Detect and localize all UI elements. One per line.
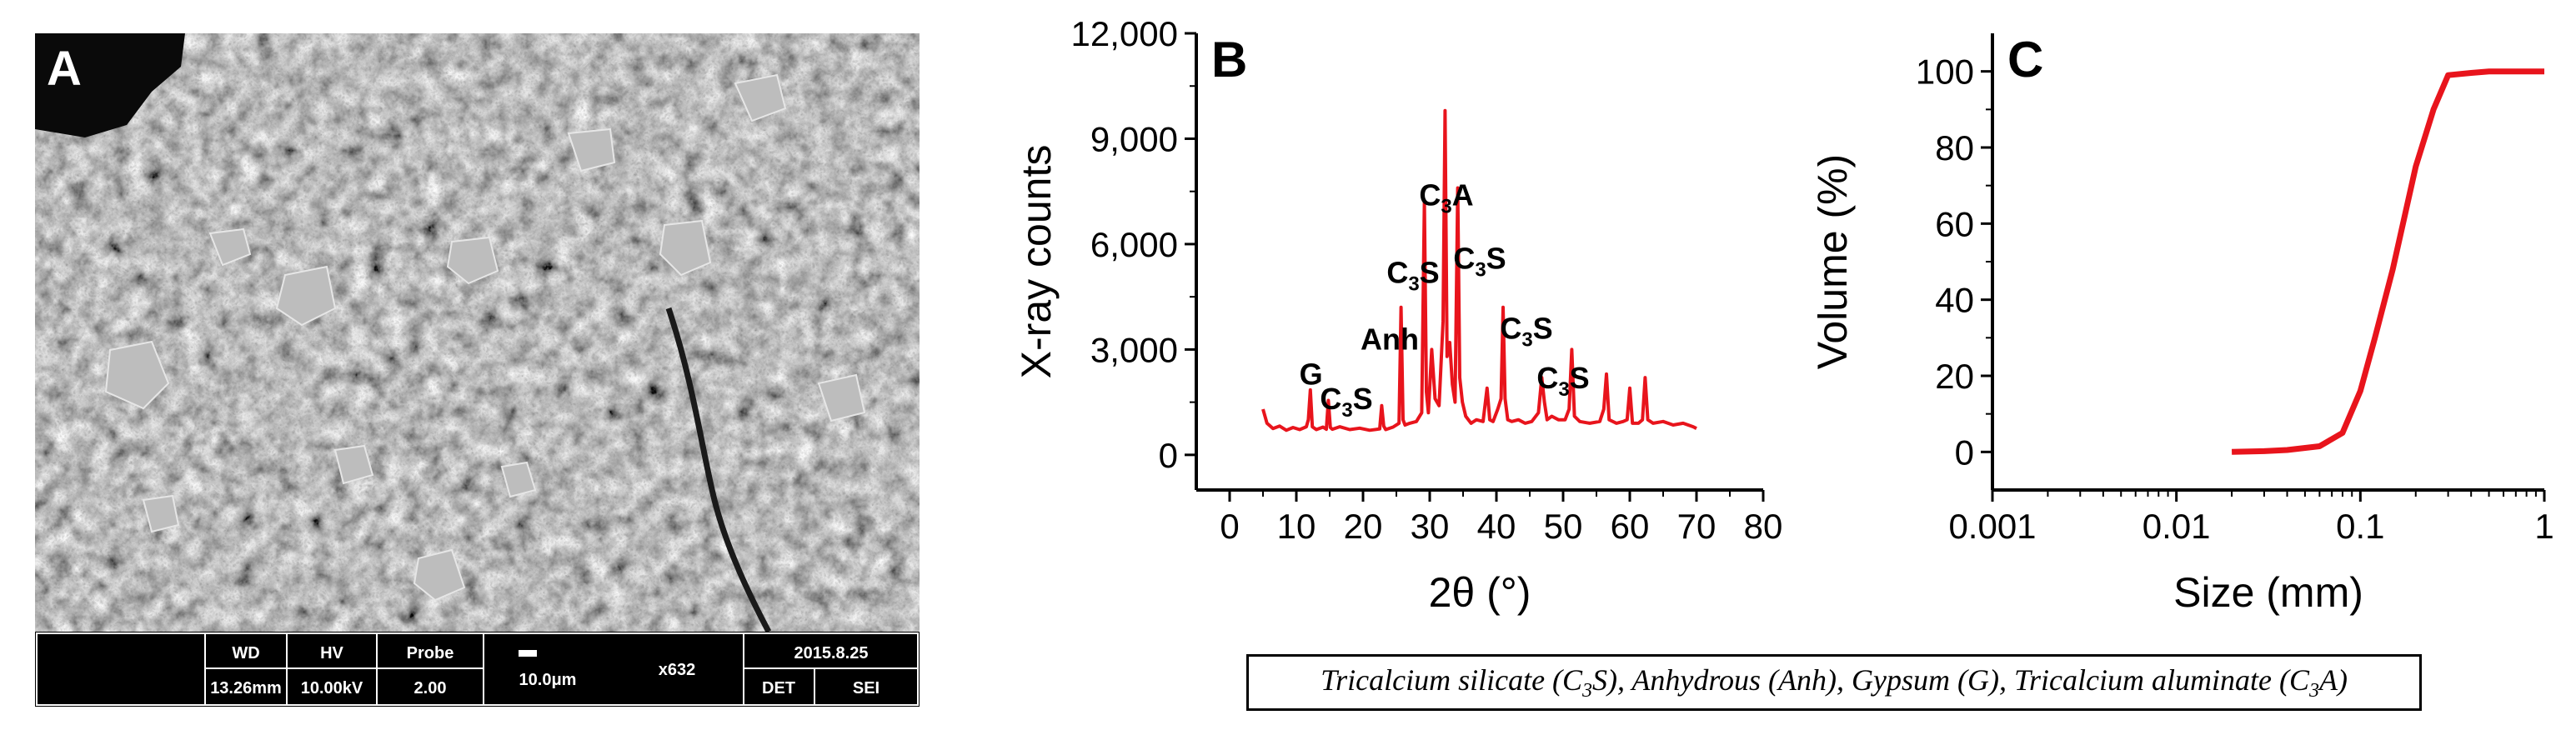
caption-part-1: Tricalcium silicate (C xyxy=(1321,662,1583,697)
peak-label-tail: S xyxy=(1533,312,1553,346)
peak-label-main: C xyxy=(1536,361,1558,395)
x-tick-label: 0.1 xyxy=(2336,507,2384,546)
sem-dark-region xyxy=(35,33,185,138)
peak-label-sub: 3 xyxy=(1558,378,1569,401)
peak-label: Anh xyxy=(1361,322,1419,356)
x-tick-label: 50 xyxy=(1544,507,1583,546)
caption-part-2: S), Anhydrous (Anh), Gypsum (G), Tricalc… xyxy=(1592,662,2309,697)
x-tick-label: 0 xyxy=(1220,507,1239,546)
y-tick-label: 80 xyxy=(1935,128,1974,168)
sem-header-hv: HV xyxy=(320,644,343,662)
x-tick-label: 70 xyxy=(1677,507,1716,546)
panel-a-letter: A xyxy=(47,42,82,96)
peak-label-tail: S xyxy=(1486,241,1506,275)
sem-value-probe: 2.00 xyxy=(414,679,447,698)
sem-value-hv: 10.00kV xyxy=(301,679,363,698)
y-tick-label: 100 xyxy=(1916,52,1974,92)
x-axis-title: Size (mm) xyxy=(2173,569,2363,616)
peak-label: C3S xyxy=(1453,241,1506,281)
sem-scale-bar xyxy=(519,650,537,657)
caption-sub-1: 3 xyxy=(1582,680,1593,702)
peak-label-sub: 3 xyxy=(1475,258,1486,281)
sem-value-wd: 13.26mm xyxy=(210,679,282,698)
y-tick-label: 0 xyxy=(1159,436,1178,475)
sem-date: 2015.8.25 xyxy=(794,644,869,662)
peak-label-main: C xyxy=(1453,241,1475,275)
peak-label-main: C xyxy=(1500,312,1521,346)
peak-label: C3S xyxy=(1386,255,1439,295)
peak-label: C3S xyxy=(1500,312,1552,352)
x-tick-label: 0.001 xyxy=(1948,507,2036,546)
panel-letter: B xyxy=(1211,32,1247,88)
peak-label: G xyxy=(1300,358,1323,392)
sem-header-wd: WD xyxy=(232,644,259,662)
sem-magnification: x632 xyxy=(659,661,696,679)
y-tick-label: 6,000 xyxy=(1090,225,1178,264)
peak-label-sub: 3 xyxy=(1521,329,1532,352)
peak-label: C3A xyxy=(1419,178,1473,218)
psd-chart: 0.001 0.01 0.1 1 0 20 40 60 80 100 Size (mm) Volume… xyxy=(1809,32,2554,616)
peak-label-tail: S xyxy=(1570,361,1590,395)
x-tick-label: 1 xyxy=(2534,507,2553,546)
y-tick-label: 3,000 xyxy=(1090,330,1178,369)
panel-c: 0.001 0.01 0.1 1 0 20 40 60 80 100 Size (mm) Volume… xyxy=(1809,17,2568,633)
peak-label-tail: S xyxy=(1353,382,1373,416)
peak-label: C3S xyxy=(1320,382,1372,422)
peak-label-tail: A xyxy=(1452,178,1474,212)
y-axis-title: X-ray counts xyxy=(1013,145,1060,379)
caption-box: Tricalcium silicate (C3S), Anhydrous (An… xyxy=(1246,654,2422,711)
panel-letter: C xyxy=(2007,32,2043,88)
peak-label-sub: 3 xyxy=(1408,272,1419,295)
y-tick-label: 12,000 xyxy=(1071,17,1178,53)
sem-image: WD HV Probe 13.26mm 10.00kV 2.00 10.0μm … xyxy=(35,33,920,707)
y-tick-label: 40 xyxy=(1935,281,1974,320)
y-axis-title: Volume (%) xyxy=(1817,154,1856,369)
x-tick-label: 10 xyxy=(1277,507,1316,546)
caption-text: Tricalcium silicate (C3S), Anhydrous (An… xyxy=(1321,662,2348,702)
peak-label-tail: S xyxy=(1420,255,1440,289)
peak-label-sub: 3 xyxy=(1341,399,1352,422)
x-tick-label: 80 xyxy=(1744,507,1783,546)
sem-det-value: SEI xyxy=(853,679,880,698)
x-tick-label: 20 xyxy=(1344,507,1383,546)
peak-label-main: C xyxy=(1320,382,1341,416)
x-axis-title: 2θ (°) xyxy=(1429,569,1531,616)
peak-label-main: Anh xyxy=(1361,322,1419,356)
peak-label-main: G xyxy=(1300,358,1323,392)
x-tick-label: 60 xyxy=(1611,507,1650,546)
x-tick-label: 30 xyxy=(1411,507,1450,546)
data-series-line xyxy=(2232,68,2544,455)
y-tick-label: 0 xyxy=(1955,432,1974,472)
peak-label-sub: 3 xyxy=(1441,196,1451,218)
xrd-chart: 0 10 20 30 40 50 60 70 80 0 3,000 6,000 9,000 12,000 2… xyxy=(1013,14,1783,616)
caption-part-3: A) xyxy=(2318,662,2348,697)
x-tick-label: 40 xyxy=(1477,507,1516,546)
panel-b: 0 10 20 30 40 50 60 70 80 0 3,000 6,000 9,000 12,000 2… xyxy=(959,14,1809,633)
x-tick-label: 0.01 xyxy=(2142,507,2211,546)
sem-particles xyxy=(104,73,866,602)
peak-label: C3S xyxy=(1536,361,1589,401)
sem-det-label: DET xyxy=(762,679,795,698)
caption-sub-2: 3 xyxy=(2308,680,2319,702)
peak-label-main: C xyxy=(1419,178,1441,212)
y-tick-label: 20 xyxy=(1935,357,1974,396)
sem-crack xyxy=(665,307,772,633)
sem-header-probe: Probe xyxy=(407,644,454,662)
panel-a: WD HV Probe 13.26mm 10.00kV 2.00 10.0μm … xyxy=(35,33,920,707)
sem-scale-text: 10.0μm xyxy=(519,671,577,689)
y-tick-label: 60 xyxy=(1935,204,1974,243)
y-tick-label: 9,000 xyxy=(1090,119,1178,158)
peak-label-main: C xyxy=(1386,255,1408,289)
